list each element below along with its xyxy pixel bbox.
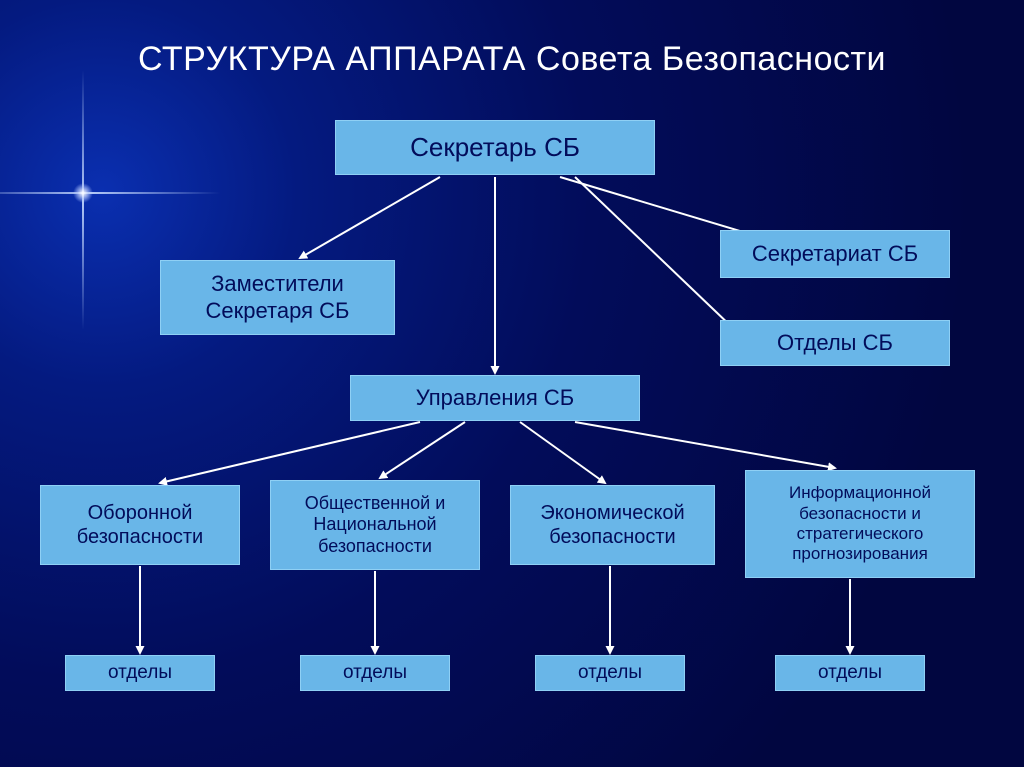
node-secretary: Секретарь СБ xyxy=(335,120,655,175)
lens-flare-core xyxy=(73,183,93,203)
node-dept4: отделы xyxy=(775,655,925,691)
node-departments_sb: Отделы СБ xyxy=(720,320,950,366)
node-mg_public: Общественной иНациональнойбезопасности xyxy=(270,480,480,570)
node-dept3: отделы xyxy=(535,655,685,691)
node-secretariat: Секретариат СБ xyxy=(720,230,950,278)
edge-managements-to-mg_public xyxy=(380,422,465,478)
node-managements: Управления СБ xyxy=(350,375,640,421)
node-dept1: отделы xyxy=(65,655,215,691)
node-mg_info: Информационнойбезопасности истратегическ… xyxy=(745,470,975,578)
edge-managements-to-mg_defense xyxy=(160,422,420,483)
node-deputies: ЗаместителиСекретаря СБ xyxy=(160,260,395,335)
node-mg_defense: Обороннойбезопасности xyxy=(40,485,240,565)
page-title: СТРУКТУРА АППАРАТА Совета Безопасности xyxy=(0,40,1024,79)
node-dept2: отделы xyxy=(300,655,450,691)
edge-managements-to-mg_info xyxy=(575,422,835,468)
node-mg_economic: Экономическойбезопасности xyxy=(510,485,715,565)
lens-flare-horizontal xyxy=(0,192,220,194)
edge-secretary-to-deputies xyxy=(300,177,440,258)
diagram-stage: СТРУКТУРА АППАРАТА Совета Безопасности С… xyxy=(0,0,1024,767)
edge-secretary-to-departments_sb xyxy=(575,177,735,330)
edge-managements-to-mg_economic xyxy=(520,422,605,483)
lens-flare-vertical xyxy=(82,70,84,330)
